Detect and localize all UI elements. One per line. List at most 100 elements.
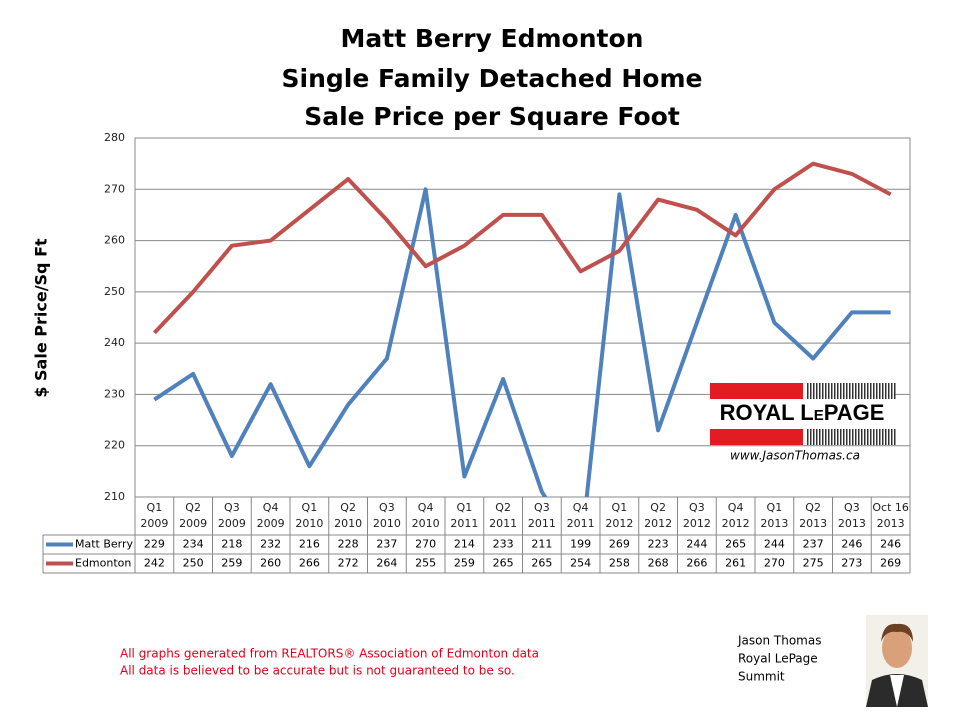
- legend-label: Edmonton: [75, 557, 131, 570]
- table-cell: 244: [764, 538, 785, 551]
- logo-stripe: [861, 383, 863, 399]
- x-tick-label: 2010: [412, 517, 440, 530]
- logo-stripe: [816, 383, 818, 399]
- x-tick-label: 2009: [257, 517, 285, 530]
- logo-stripe: [828, 429, 830, 445]
- table-cell: 254: [570, 557, 591, 570]
- table-cell: 214: [454, 538, 475, 551]
- logo-stripe: [849, 429, 851, 445]
- x-tick-label: Q2: [185, 501, 201, 514]
- y-tick-label: 280: [104, 131, 125, 144]
- logo-stripe: [810, 383, 812, 399]
- x-tick-label: 2013: [877, 517, 905, 530]
- logo-stripe: [837, 383, 839, 399]
- table-cell: 237: [376, 538, 397, 551]
- x-tick-label: 2012: [722, 517, 750, 530]
- logo-stripe: [870, 383, 872, 399]
- footer-note: All graphs generated from REALTORS® Asso…: [120, 647, 539, 661]
- logo-stripe: [882, 429, 884, 445]
- table-cell: 246: [841, 538, 862, 551]
- x-tick-label: Q1: [302, 501, 318, 514]
- logo-stripe: [885, 383, 887, 399]
- logo-stripe: [879, 429, 881, 445]
- table-cell: 216: [299, 538, 320, 551]
- logo-stripe: [885, 429, 887, 445]
- logo-stripe: [834, 429, 836, 445]
- x-tick-label: 2009: [179, 517, 207, 530]
- website: www.JasonThomas.ca: [730, 449, 860, 463]
- table-cell: 232: [260, 538, 281, 551]
- legend-label: Matt Berry: [75, 538, 134, 551]
- x-tick-label: 2013: [760, 517, 788, 530]
- x-tick-label: 2011: [528, 517, 556, 530]
- logo-stripe: [882, 383, 884, 399]
- table-cell: 242: [144, 557, 165, 570]
- table-cell: 261: [725, 557, 746, 570]
- logo-stripe: [828, 383, 830, 399]
- table-cell: 269: [609, 538, 630, 551]
- table-cell: 259: [454, 557, 475, 570]
- y-tick-label: 260: [104, 234, 125, 247]
- x-tick-label: Q2: [495, 501, 511, 514]
- logo-stripe: [840, 429, 842, 445]
- x-tick-label: 2010: [334, 517, 362, 530]
- logo-stripe: [825, 429, 827, 445]
- x-tick-label: 2009: [218, 517, 246, 530]
- logo-stripe: [813, 429, 815, 445]
- x-tick-label: Q3: [689, 501, 705, 514]
- table-cell: 273: [841, 557, 862, 570]
- logo-stripe: [879, 383, 881, 399]
- logo-stripe: [807, 383, 809, 399]
- x-tick-label: Q1: [612, 501, 628, 514]
- y-tick-label: 210: [104, 490, 125, 503]
- logo-stripe: [819, 429, 821, 445]
- x-tick-label: 2012: [605, 517, 633, 530]
- table-cell: 264: [376, 557, 397, 570]
- logo-stripe: [807, 429, 809, 445]
- table-cell: 275: [803, 557, 824, 570]
- logo-stripe: [894, 383, 896, 399]
- x-tick-label: Q3: [844, 501, 860, 514]
- table-cell: 244: [686, 538, 707, 551]
- logo-stripe: [864, 429, 866, 445]
- logo-stripe: [843, 429, 845, 445]
- footer-note: All data is believed to be accurate but …: [120, 664, 515, 678]
- x-tick-label: 2010: [373, 517, 401, 530]
- agent-name: Jason Thomas: [737, 634, 821, 648]
- x-tick-label: 2012: [683, 517, 711, 530]
- logo-stripe: [864, 383, 866, 399]
- logo-stripe: [810, 429, 812, 445]
- table-cell: 228: [338, 538, 359, 551]
- logo-stripe: [861, 429, 863, 445]
- logo-stripe: [852, 429, 854, 445]
- x-tick-label: Q4: [263, 501, 279, 514]
- logo-stripe: [831, 429, 833, 445]
- logo-stripe: [819, 383, 821, 399]
- table-cell: 259: [221, 557, 242, 570]
- logo-stripe: [816, 429, 818, 445]
- x-tick-label: Q2: [805, 501, 821, 514]
- x-tick-label: Q1: [147, 501, 163, 514]
- logo-stripe: [870, 429, 872, 445]
- y-tick-label: 230: [104, 387, 125, 400]
- table-cell: 266: [686, 557, 707, 570]
- agent-office: Summit: [738, 670, 785, 684]
- x-tick-label: Q4: [573, 501, 589, 514]
- table-cell: 265: [531, 557, 552, 570]
- table-cell: 211: [531, 538, 552, 551]
- logo-stripe: [840, 383, 842, 399]
- y-tick-label: 270: [104, 182, 125, 195]
- logo-stripe: [891, 429, 893, 445]
- x-tick-label: Q3: [379, 501, 395, 514]
- x-tick-label: 2013: [838, 517, 866, 530]
- y-tick-label: 220: [104, 439, 125, 452]
- logo-stripe: [876, 429, 878, 445]
- table-cell: 223: [648, 538, 669, 551]
- y-tick-label: 240: [104, 336, 125, 349]
- x-tick-label: 2013: [799, 517, 827, 530]
- x-tick-label: Q3: [224, 501, 240, 514]
- x-tick-label: Q2: [340, 501, 356, 514]
- table-cell: 218: [221, 538, 242, 551]
- logo-stripe: [849, 383, 851, 399]
